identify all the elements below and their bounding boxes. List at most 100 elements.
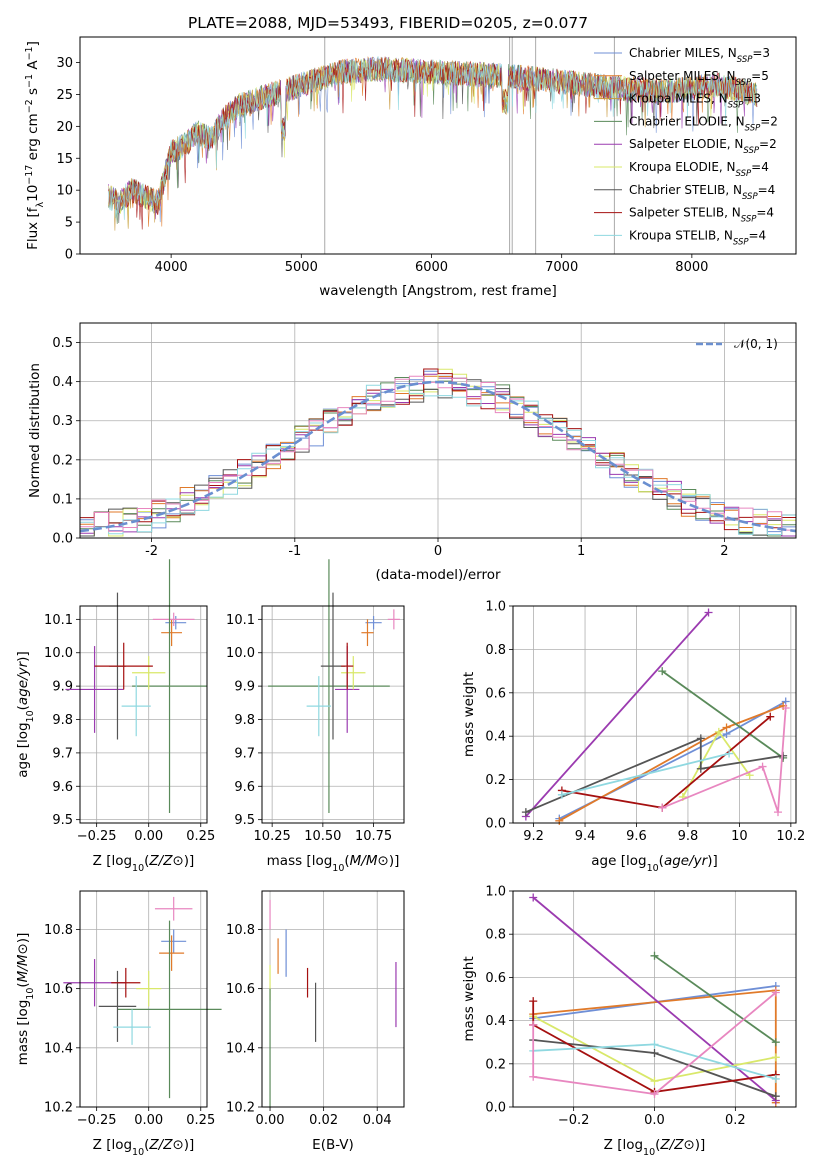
residuals-chart: -2 -1 0 1 2 0.0 0.1 0.2 0.3 0.4 0.5 𝒩(0, 1) (data-mo… xyxy=(27,322,797,583)
plus-marker xyxy=(758,762,767,771)
plus-marker xyxy=(771,1053,780,1062)
y-tick-label: 10.8 xyxy=(44,923,73,938)
y-tick-label: 0.8 xyxy=(485,928,506,943)
weight-series-line xyxy=(561,752,730,796)
mass-vs-EBV-chart: 0.00 0.02 0.04 10.2 10.4 10.6 10.8 E(B-V) xyxy=(226,890,405,1153)
y-tick-label: 0.2 xyxy=(52,453,73,468)
x-tick-label: 10.2 xyxy=(776,829,805,844)
y-tick-label: 9.8 xyxy=(52,713,73,728)
y-tick-label: 15 xyxy=(56,152,73,167)
weight-series-line xyxy=(525,611,710,818)
x-tick-label: 10.25 xyxy=(254,829,291,844)
x-axis-label: wavelength [Angstrom, rest frame] xyxy=(319,283,557,299)
y-tick-label: 10.2 xyxy=(226,1101,255,1116)
plus-marker xyxy=(650,951,659,960)
axes-frame xyxy=(261,605,405,824)
y-axis-label: Flux [fλ10−17 erg cm−2 s−1 A−1] xyxy=(24,41,46,250)
spectrum-series-line xyxy=(108,56,758,230)
weight-series-line xyxy=(661,707,787,813)
x-tick-label: −0.2 xyxy=(558,1113,590,1128)
x-tick-label: −0.25 xyxy=(77,1113,117,1128)
y-tick-label: 10 xyxy=(56,184,73,199)
legend-entry: Salpeter MILES, NSSP=5 xyxy=(629,69,769,88)
plus-marker xyxy=(771,988,780,997)
plus-marker xyxy=(650,1049,659,1057)
y-tick-label: 0.4 xyxy=(485,730,506,745)
axes-frame xyxy=(79,322,797,539)
x-tick-label: -1 xyxy=(288,544,301,559)
x-axis-label: age [log10(age/yr)] xyxy=(591,853,717,874)
axes-frame xyxy=(79,890,208,1108)
x-tick-label: −0.25 xyxy=(77,829,117,844)
x-tick-label: 0.0 xyxy=(644,1113,665,1128)
y-tick-label: 9.6 xyxy=(52,780,73,795)
plus-marker xyxy=(658,667,667,676)
y-tick-label: 30 xyxy=(56,56,73,71)
plus-marker xyxy=(529,1072,538,1081)
y-tick-label: 0.2 xyxy=(485,773,506,788)
y-tick-label: 10.1 xyxy=(226,613,255,628)
y-tick-label: 9.5 xyxy=(234,813,255,828)
y-tick-label: 1.0 xyxy=(485,600,506,615)
y-tick-label: 9.9 xyxy=(234,680,255,695)
x-tick-label: 6000 xyxy=(415,260,448,275)
plus-marker xyxy=(773,808,782,817)
legend-entry: Salpeter ELODIE, NSSP=2 xyxy=(629,137,777,156)
legend-entry: Kroupa MILES, NSSP=3 xyxy=(629,92,761,111)
x-tick-label: 1 xyxy=(577,544,585,559)
y-tick-label: 10.6 xyxy=(44,982,73,997)
legend: Chabrier MILES, NSSP=3 Salpeter MILES, NS… xyxy=(594,46,778,247)
y-tick-label: 0.0 xyxy=(485,817,506,832)
age-vs-mass-chart: 10.25 10.50 10.75 9.5 9.6 9.7 9.8 9.9 10.0 10.1 ma… xyxy=(226,559,405,874)
legend-entry: Chabrier ELODIE, NSSP=2 xyxy=(629,114,778,133)
weight-series-line xyxy=(525,737,784,813)
plus-marker xyxy=(650,1077,659,1086)
x-axis-label: E(B-V) xyxy=(312,1137,354,1153)
x-axis-label: Z [log10(Z/Z⊙)] xyxy=(604,1137,706,1158)
residual-histogram xyxy=(79,384,797,538)
plus-marker xyxy=(696,764,705,773)
y-tick-label: 0.4 xyxy=(52,375,73,390)
plus-marker xyxy=(771,1074,780,1083)
y-tick-label: 10.8 xyxy=(226,923,255,938)
y-tick-label: 10.4 xyxy=(44,1041,73,1056)
plus-marker xyxy=(650,1090,659,1099)
y-tick-label: 20 xyxy=(56,120,73,135)
y-tick-label: 10.0 xyxy=(44,646,73,661)
x-axis-label: Z [log10(Z/Z⊙)] xyxy=(93,1137,195,1158)
y-tick-label: 9.8 xyxy=(234,713,255,728)
x-tick-label: 0.04 xyxy=(363,1113,392,1128)
y-tick-label: 0.0 xyxy=(52,532,73,547)
legend-entry: Chabrier MILES, NSSP=3 xyxy=(629,46,770,65)
plus-marker xyxy=(722,723,731,732)
x-tick-label: 8000 xyxy=(675,260,708,275)
plus-marker xyxy=(725,749,734,758)
weight-series-line xyxy=(532,991,777,1095)
y-tick-label: 9.7 xyxy=(52,746,73,761)
plus-marker xyxy=(771,1038,780,1047)
y-tick-label: 10.4 xyxy=(226,1041,255,1056)
x-tick-label: 10.50 xyxy=(304,829,341,844)
x-tick-label: 0.25 xyxy=(186,1113,215,1128)
plus-marker xyxy=(521,808,530,817)
x-tick-label: 10 xyxy=(731,829,748,844)
x-tick-label: 0.00 xyxy=(256,1113,285,1128)
spectrum-chart: PLATE=2088, MJD=53493, FIBERID=0205, z=0… xyxy=(24,14,797,299)
x-tick-label: 0.00 xyxy=(134,829,163,844)
y-tick-label: 9.6 xyxy=(234,780,255,795)
spectrum-series-line xyxy=(108,56,758,220)
y-tick-label: 0.6 xyxy=(485,971,506,986)
legend-entry: Salpeter STELIB, NSSP=4 xyxy=(629,206,774,225)
axes-frame xyxy=(512,605,797,824)
plus-marker xyxy=(529,893,538,902)
weight-series-line xyxy=(532,1001,776,1093)
y-tick-label: 0.5 xyxy=(52,336,73,351)
legend-entry: 𝒩(0, 1) xyxy=(734,337,778,351)
plus-marker xyxy=(704,608,713,617)
plus-marker xyxy=(766,712,775,721)
y-tick-label: 0.3 xyxy=(52,414,73,429)
axes-frame xyxy=(79,36,797,255)
legend-entry: Kroupa ELODIE, NSSP=4 xyxy=(629,160,769,179)
x-tick-label: 0.25 xyxy=(186,829,215,844)
